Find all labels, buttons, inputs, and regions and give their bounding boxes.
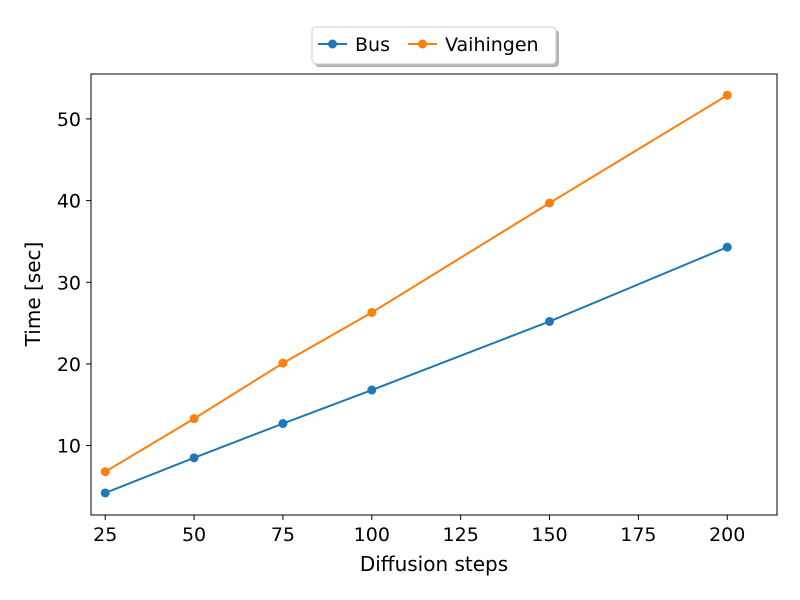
x-axis: 25 50 75 100 125 150 175 200 xyxy=(93,515,745,546)
data-point-vaihingen xyxy=(367,307,377,317)
data-point-vaihingen xyxy=(278,358,288,368)
x-tick-label: 150 xyxy=(531,524,567,546)
legend-marker xyxy=(328,39,337,49)
y-tick-label: 50 xyxy=(57,109,81,131)
x-axis-label: Diffusion steps xyxy=(360,552,508,576)
series-line-bus xyxy=(104,246,728,494)
y-tick-label: 20 xyxy=(57,354,81,376)
data-point-vaihingen xyxy=(722,90,732,100)
x-tick-label: 25 xyxy=(93,524,117,546)
x-tick-label: 175 xyxy=(620,524,656,546)
x-tick-label: 75 xyxy=(271,524,295,546)
data-point-bus xyxy=(189,453,199,463)
y-axis: 10 20 30 40 50 xyxy=(57,109,91,458)
data-point-bus xyxy=(278,419,288,429)
legend: Bus Vaihingen xyxy=(311,26,559,67)
y-tick-label: 40 xyxy=(57,191,81,213)
plot-area xyxy=(100,90,732,498)
data-point-bus xyxy=(545,316,555,326)
series-line-vaihingen xyxy=(104,94,728,473)
x-tick-label: 50 xyxy=(182,524,206,546)
data-point-bus xyxy=(100,488,110,498)
plot-frame xyxy=(90,73,778,516)
data-point-bus xyxy=(367,385,377,395)
legend-box xyxy=(311,26,557,65)
data-point-vaihingen xyxy=(545,198,555,208)
legend-label: Vaihingen xyxy=(445,34,539,56)
y-tick-label: 30 xyxy=(57,272,81,294)
legend-marker xyxy=(418,39,427,49)
data-point-bus xyxy=(722,242,732,252)
x-tick-label: 125 xyxy=(443,524,479,546)
data-point-vaihingen xyxy=(100,467,110,477)
y-axis-label: Time [sec] xyxy=(21,242,45,348)
data-point-vaihingen xyxy=(189,414,199,424)
y-tick-label: 10 xyxy=(57,436,81,458)
legend-label: Bus xyxy=(355,34,390,56)
x-tick-label: 200 xyxy=(709,524,745,546)
x-tick-label: 100 xyxy=(354,524,390,546)
